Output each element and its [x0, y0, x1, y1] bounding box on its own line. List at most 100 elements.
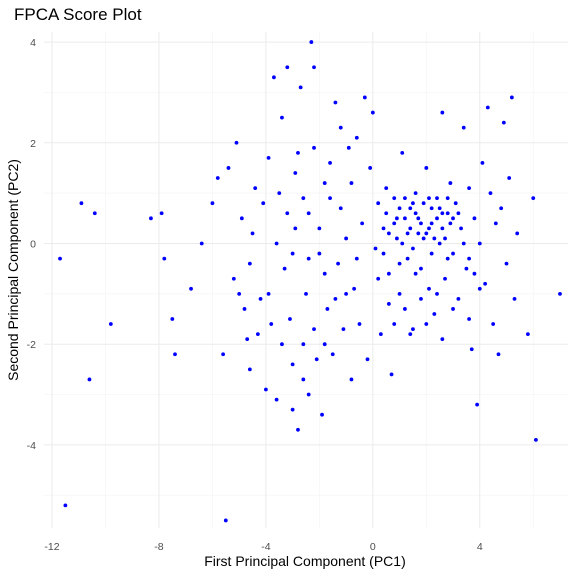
scatter-point — [306, 256, 311, 261]
scatter-point — [464, 266, 469, 271]
scatter-point — [440, 211, 445, 216]
scatter-point — [491, 322, 496, 326]
scatter-point — [531, 196, 536, 201]
scatter-point — [357, 322, 362, 326]
scatter-point — [509, 95, 514, 100]
scatter-point — [392, 221, 397, 226]
scatter-point — [467, 256, 471, 261]
scatter-point — [162, 256, 167, 261]
scatter-point — [354, 256, 359, 261]
scatter-point — [421, 201, 426, 206]
scatter-point — [108, 322, 113, 326]
scatter-point — [472, 216, 477, 221]
scatter-point — [215, 176, 220, 180]
scatter-point — [435, 291, 439, 296]
scatter-point — [405, 231, 410, 236]
scatter-point — [253, 186, 258, 191]
scatter-point — [285, 211, 290, 216]
scatter-point — [440, 226, 445, 231]
scatter-point — [309, 40, 314, 44]
scatter-point — [245, 337, 250, 342]
scatter-point — [341, 327, 346, 331]
scatter-point — [432, 236, 437, 241]
scatter-point — [296, 150, 300, 155]
scatter-point — [360, 221, 365, 226]
scatter-point — [189, 286, 193, 291]
scatter-point — [483, 281, 488, 286]
scatter-point — [376, 201, 381, 206]
scatter-point — [394, 236, 399, 241]
scatter-point — [435, 196, 439, 201]
scatter-point — [258, 296, 263, 301]
scatter-point — [501, 120, 506, 125]
scatter-point — [437, 206, 442, 211]
scatter-point — [408, 332, 413, 337]
scatter-point — [92, 211, 97, 216]
scatter-point — [346, 145, 351, 150]
scatter-point — [424, 231, 429, 236]
scatter-point — [301, 196, 306, 201]
scatter-point — [424, 322, 429, 326]
scatter-point — [477, 286, 482, 291]
scatter-point — [317, 226, 322, 231]
scatter-point — [333, 296, 338, 301]
scatter-point — [237, 291, 242, 296]
scatter-point — [221, 352, 226, 357]
grid-lines — [44, 32, 568, 528]
scatter-point — [261, 201, 266, 206]
scatter-point — [534, 437, 538, 442]
scatter-point — [296, 427, 300, 432]
scatter-point — [349, 181, 354, 185]
scatter-point — [87, 377, 92, 382]
scatter-point — [269, 322, 274, 326]
scatter-point — [432, 312, 437, 316]
scatter-point — [451, 216, 455, 221]
scatter-point — [488, 191, 493, 196]
y-tick-label: -4 — [27, 440, 36, 452]
y-tick-label: 0 — [30, 238, 36, 250]
scatter-point — [525, 332, 530, 337]
scatter-point — [411, 327, 415, 331]
scatter-point — [290, 251, 295, 256]
scatter-point — [277, 191, 282, 196]
scatter-point — [149, 216, 153, 221]
scatter-point — [231, 276, 236, 281]
scatter-point — [250, 231, 255, 236]
x-axis-title: First Principal Component (PC1) — [204, 553, 406, 569]
scatter-point — [386, 271, 391, 276]
scatter-point — [389, 372, 394, 377]
scatter-point — [239, 216, 244, 221]
scatter-point — [451, 307, 455, 311]
scatter-point — [416, 216, 421, 221]
scatter-point — [413, 271, 418, 276]
scatter-point — [234, 140, 239, 145]
scatter-point — [317, 251, 322, 256]
scatter-point — [419, 221, 423, 226]
scatter-point — [280, 115, 284, 120]
scatter-point — [312, 65, 316, 70]
scatter-point — [392, 322, 397, 326]
scatter-point — [282, 266, 287, 271]
scatter-point — [320, 412, 324, 417]
scatter-point — [413, 211, 418, 216]
scatter-point — [445, 256, 450, 261]
scatter-point — [336, 261, 340, 266]
scatter-point — [448, 221, 453, 226]
scatter-point — [461, 125, 466, 130]
scatter-point — [443, 276, 447, 281]
scatter-point — [322, 342, 327, 347]
scatter-point — [456, 211, 461, 216]
scatter-point — [440, 337, 445, 342]
scatter-point — [427, 196, 431, 201]
scatter-point — [312, 327, 316, 331]
scatter-point — [304, 291, 308, 296]
scatter-point — [381, 226, 386, 231]
scatter-point — [344, 291, 349, 296]
scatter-point — [456, 296, 461, 301]
scatter-point — [405, 256, 410, 261]
scatter-point — [312, 145, 316, 150]
x-tick-label: -12 — [44, 541, 59, 553]
scatter-point — [397, 291, 402, 296]
scatter-point — [384, 211, 389, 216]
